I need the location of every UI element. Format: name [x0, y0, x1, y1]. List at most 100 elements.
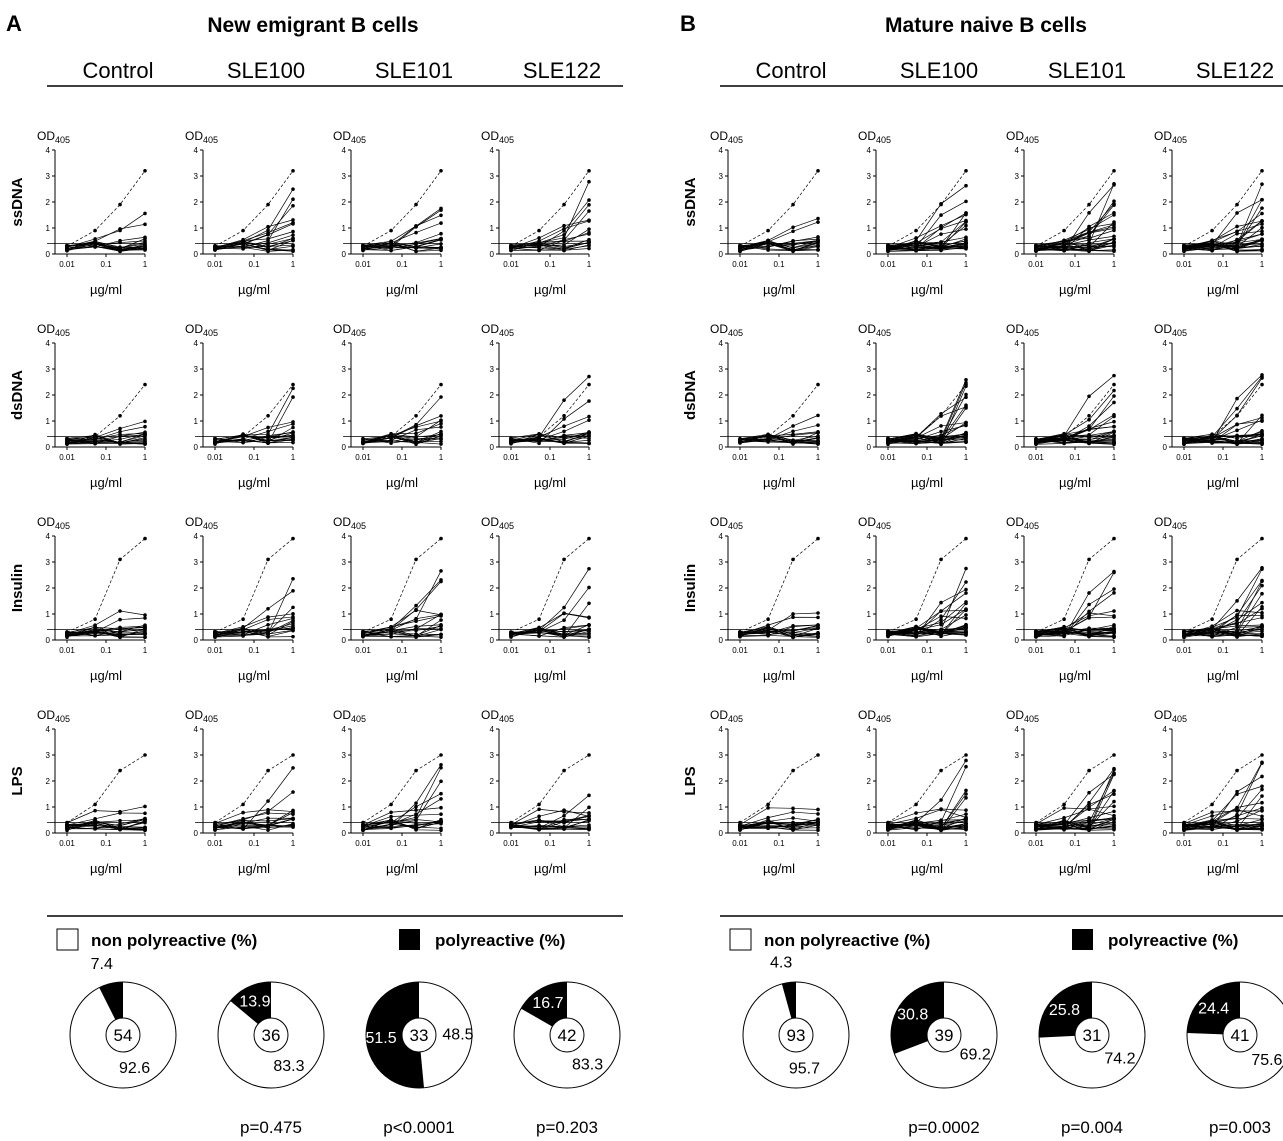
data-point [118, 414, 122, 418]
data-point [816, 818, 820, 822]
data-point [143, 536, 147, 541]
data-point [964, 435, 968, 439]
data-point [266, 202, 270, 207]
data-point [439, 425, 443, 429]
series-line [739, 624, 819, 637]
series-line [362, 819, 442, 828]
data-point [964, 169, 968, 173]
data-point [914, 802, 918, 807]
y-tick-label: 4 [490, 146, 495, 155]
data-point [1112, 419, 1116, 424]
p-value: p<0.0001 [383, 1118, 454, 1137]
data-point [414, 801, 418, 805]
x-axis-title: µg/ml [1207, 475, 1239, 490]
data-point [587, 418, 591, 422]
data-point [964, 607, 968, 611]
data-point [1235, 224, 1239, 229]
data-point [414, 241, 418, 245]
series-line [362, 242, 442, 249]
data-point [65, 243, 69, 248]
y-tick-label: 0 [490, 443, 495, 452]
x-tick-label: 1 [1112, 646, 1117, 655]
y-tick-label: 4 [46, 532, 51, 541]
data-point [143, 419, 147, 424]
series-line [214, 199, 294, 250]
data-point [439, 418, 443, 422]
subplot: OD405 0 1 2 3 4 0.01 0.1 1 µg/ml [185, 708, 296, 876]
data-point [1087, 224, 1091, 229]
data-point [587, 209, 591, 213]
data-point [964, 237, 968, 241]
data-point [964, 796, 968, 800]
x-tick-label: 1 [291, 453, 296, 462]
data-point [964, 211, 968, 215]
data-point [291, 238, 295, 243]
series-line [66, 632, 146, 636]
series-line [1183, 802, 1263, 826]
x-tick-label: 0.01 [1176, 646, 1192, 655]
pie-center [1074, 1017, 1110, 1053]
pie-n-label: 36 [262, 1026, 281, 1045]
y-tick-label: 3 [46, 365, 51, 374]
y-tick-label: 1 [1015, 610, 1020, 619]
x-tick-label: 0.1 [921, 839, 933, 848]
series-line [214, 590, 294, 635]
data-point [414, 635, 418, 640]
y-tick-label: 1 [490, 224, 495, 233]
x-axis-title: µg/ml [911, 475, 943, 490]
data-point [143, 811, 147, 816]
y-tick-label: 2 [46, 198, 51, 207]
pie-non-label: 74.2 [1104, 1051, 1135, 1068]
data-point [266, 606, 270, 611]
y-tick-label: 4 [342, 725, 347, 734]
series-line [510, 603, 590, 637]
y-tick-label: 4 [490, 725, 495, 734]
y-tick-label: 1 [342, 417, 347, 426]
y-tick-label: 3 [867, 365, 872, 374]
data-point [1260, 169, 1264, 173]
y-axis-title: OD405 [858, 322, 891, 338]
data-point [213, 437, 217, 442]
data-point [766, 825, 770, 829]
data-point [439, 169, 443, 173]
legend-swatch-poly [1072, 929, 1093, 950]
x-tick-label: 0.01 [59, 839, 75, 848]
data-point [964, 792, 968, 796]
data-point [1235, 768, 1239, 773]
data-point [1260, 182, 1264, 186]
series-line [66, 426, 146, 442]
data-point [266, 615, 270, 619]
data-point [964, 818, 968, 822]
y-tick-label: 1 [490, 610, 495, 619]
data-point [939, 768, 943, 773]
data-point [1260, 615, 1264, 620]
data-point [914, 822, 918, 827]
y-tick-label: 2 [342, 584, 347, 593]
series-line [739, 218, 819, 248]
data-point [1260, 600, 1264, 605]
series-line [1183, 430, 1263, 443]
y-tick-label: 4 [1163, 339, 1168, 348]
x-tick-label: 0.01 [1176, 453, 1192, 462]
x-axis-title: µg/ml [1059, 668, 1091, 683]
series-line [214, 435, 294, 442]
y-tick-label: 1 [1163, 417, 1168, 426]
y-axis-title: OD405 [185, 708, 218, 724]
y-tick-label: 4 [194, 532, 199, 541]
data-point [241, 238, 245, 243]
data-point [964, 183, 968, 188]
y-tick-label: 1 [1015, 417, 1020, 426]
data-point [1087, 614, 1091, 618]
series-line [1035, 610, 1115, 633]
data-point [791, 432, 795, 437]
series-line [1035, 825, 1115, 830]
x-axis-title: µg/ml [386, 668, 418, 683]
pie-slice-poly [366, 982, 424, 1088]
data-point [1235, 406, 1239, 411]
series-line [1183, 614, 1263, 635]
x-tick-label: 0.01 [880, 260, 896, 269]
data-point [587, 635, 591, 640]
y-tick-label: 3 [867, 558, 872, 567]
pie-poly-label: 51.5 [365, 1030, 396, 1047]
data-point [1260, 219, 1264, 223]
